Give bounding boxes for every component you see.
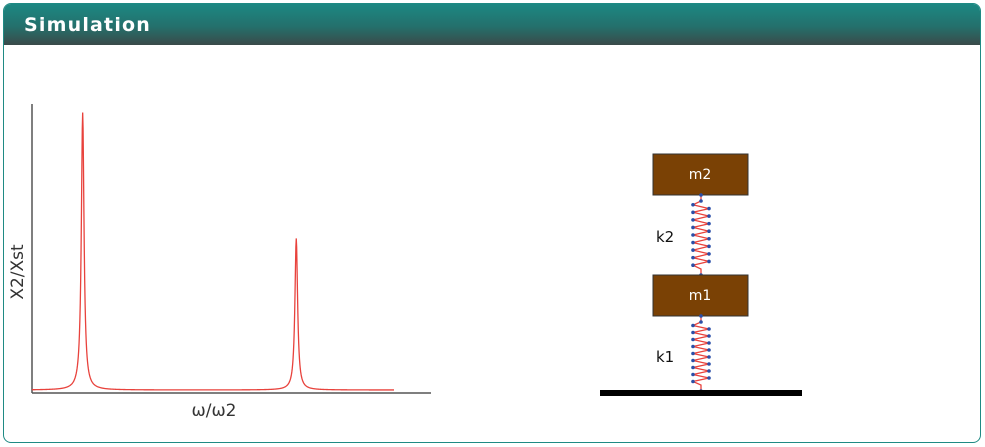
spring-node [707, 206, 711, 211]
spring-k1-label: k1 [656, 348, 674, 366]
mass-m2-label: m2 [689, 167, 712, 183]
spring-node [707, 327, 711, 331]
spring-node [707, 376, 711, 380]
spring-k2-nodes [691, 193, 711, 277]
spring-node [699, 314, 703, 318]
spring-k1 [690, 314, 711, 393]
mass-m1 [652, 274, 749, 317]
spring-node [691, 225, 695, 230]
spring-node [691, 358, 695, 363]
x-axis-label: ω/ω2 [191, 401, 236, 421]
spring-node [691, 240, 695, 245]
spring-node [691, 210, 695, 215]
spring-node [691, 323, 695, 328]
spring-node [707, 244, 711, 249]
spring-node [707, 369, 711, 373]
spring-node [691, 263, 695, 268]
spring-node [691, 344, 695, 349]
mass-spring-diagram: m2 k2 m1 k1 [600, 153, 802, 396]
spring-node [691, 233, 695, 237]
response-curve [31, 112, 394, 391]
spring-k1-nodes [691, 314, 711, 393]
simulation-canvas: ω/ω2 X2/Xst m2 k2 m1 k1 [8, 104, 802, 421]
spring-node [699, 320, 703, 324]
spring-node [691, 255, 695, 260]
spring-node [691, 248, 695, 252]
spring-node [691, 372, 695, 377]
spring-node [699, 193, 703, 197]
spring-node [691, 202, 695, 207]
panel-header: Simulation [4, 4, 980, 45]
frequency-response-chart: ω/ω2 X2/Xst [8, 104, 431, 421]
spring-node [691, 365, 695, 370]
spring-node [691, 218, 695, 222]
spring-node [707, 362, 711, 366]
spring-k2 [691, 193, 711, 277]
spring-node [707, 252, 711, 256]
spring-node [707, 221, 711, 226]
mass-m1-label: m1 [689, 288, 712, 304]
ground [600, 390, 802, 396]
spring-node [707, 334, 711, 338]
panel-title: Simulation [24, 14, 152, 36]
spring-node [691, 330, 695, 335]
spring-node [707, 341, 711, 345]
spring-k2-coil [691, 195, 710, 275]
spring-k2-label: k2 [656, 228, 674, 246]
spring-node [707, 259, 711, 264]
spring-node [691, 351, 695, 356]
y-axis-label: X2/Xst [8, 244, 28, 300]
spring-node [699, 199, 703, 203]
spring-node [707, 236, 711, 241]
spring-node [707, 214, 711, 218]
simulation-panel: Simulation ω/ω2 X2/Xst m2 k2 m1 [3, 3, 981, 443]
mass-m2 [652, 153, 749, 196]
spring-node [691, 379, 695, 384]
spring-node [707, 355, 711, 359]
spring-k1-coil [690, 316, 710, 391]
spring-node [691, 337, 695, 342]
spring-node [707, 348, 711, 352]
spring-node [707, 229, 711, 234]
